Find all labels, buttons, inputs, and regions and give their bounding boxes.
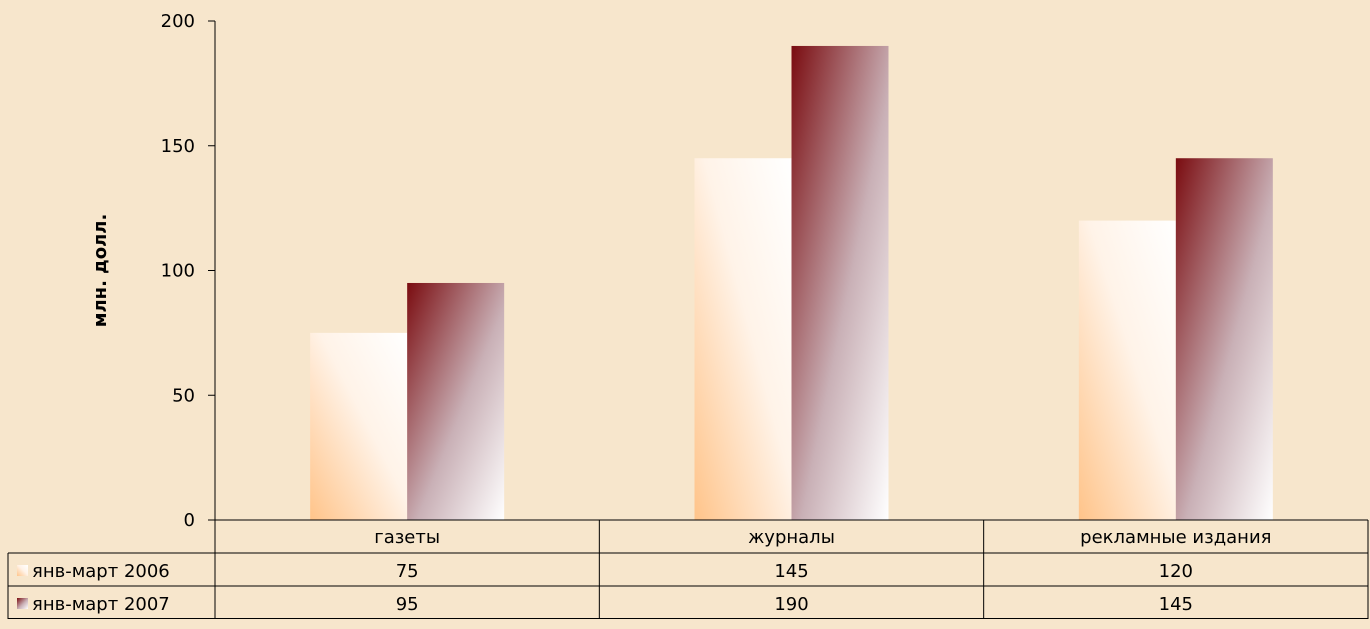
y-tick-label: 50 <box>172 385 195 406</box>
data-table-value: 145 <box>1159 594 1193 615</box>
legend-swatch-series-2007 <box>17 598 28 609</box>
data-table-value: 75 <box>396 561 419 582</box>
x-category-label: рекламные издания <box>1080 527 1271 548</box>
y-axis-title: млн. долл. <box>90 214 111 328</box>
bar-series-2006-1 <box>694 158 792 520</box>
bar-series-2007-2 <box>1175 158 1273 520</box>
data-table-value: 145 <box>774 561 808 582</box>
bar-series-2007-0 <box>407 282 505 520</box>
bar-series-2006-0 <box>310 332 408 520</box>
bar-series-2006-2 <box>1078 220 1176 520</box>
y-tick-label: 150 <box>161 136 195 157</box>
data-table-value: 190 <box>774 594 808 615</box>
data-table-value: 95 <box>396 594 419 615</box>
y-tick-label: 100 <box>161 261 195 282</box>
data-table-value: 120 <box>1159 561 1193 582</box>
y-tick-label: 200 <box>161 11 195 32</box>
legend-label: янв-март 2007 <box>32 594 170 615</box>
legend-swatch-series-2006 <box>17 565 28 576</box>
legend-label: янв-март 2006 <box>32 561 170 582</box>
x-category-label: газеты <box>374 527 440 548</box>
y-tick-label: 0 <box>184 510 195 531</box>
bar-series-2007-1 <box>791 45 889 520</box>
x-category-label: журналы <box>748 527 835 548</box>
